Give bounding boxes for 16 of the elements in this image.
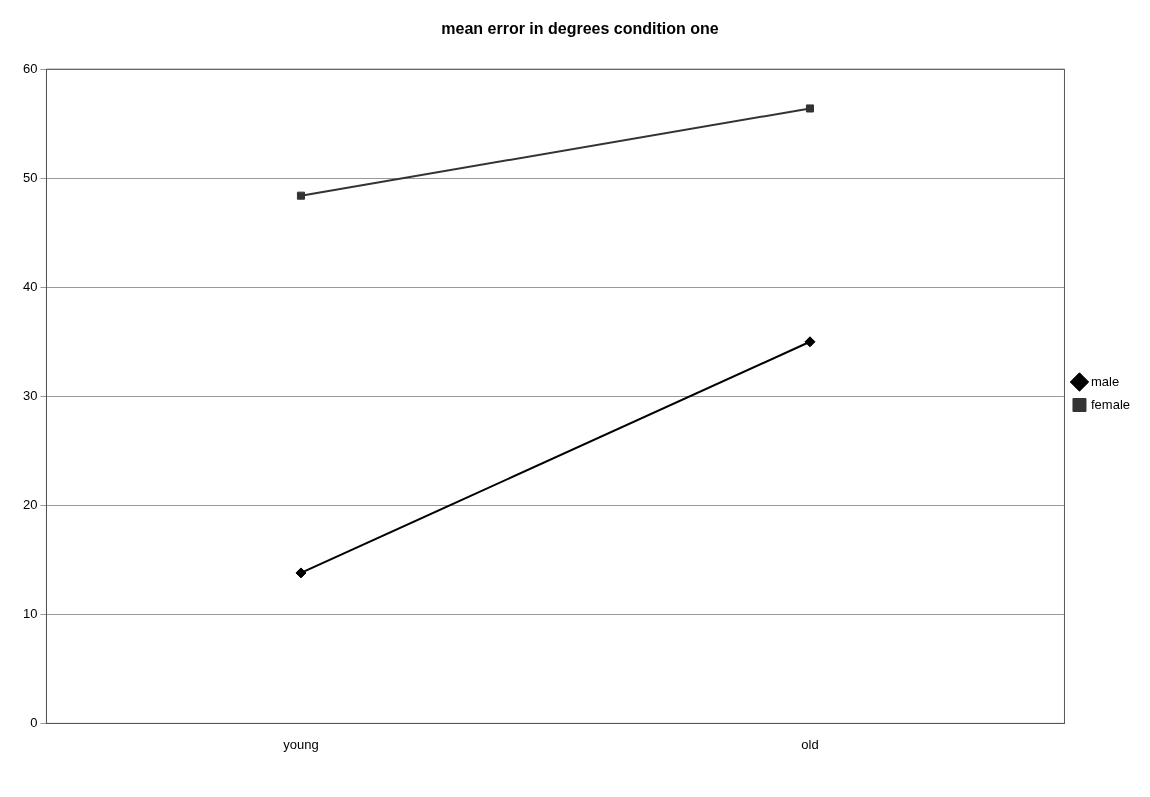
x-tick-label: young	[283, 736, 319, 752]
legend-label: female	[1090, 396, 1131, 412]
y-tick-label: 40	[22, 278, 38, 294]
chart-title: mean error in degrees condition one	[441, 20, 719, 38]
legend-label: male	[1090, 373, 1120, 389]
point	[296, 191, 305, 200]
point	[805, 104, 815, 113]
point	[295, 567, 307, 579]
y-tick-label: 60	[22, 60, 38, 76]
y-tick-label: 50	[22, 169, 38, 185]
y-tick-label: 0	[30, 714, 38, 730]
y-tick-label: 20	[22, 496, 38, 512]
y-tick-label: 30	[22, 387, 38, 403]
y-tick-label: 10	[22, 605, 38, 621]
x-tick-label: old	[801, 736, 819, 752]
point	[804, 336, 816, 348]
